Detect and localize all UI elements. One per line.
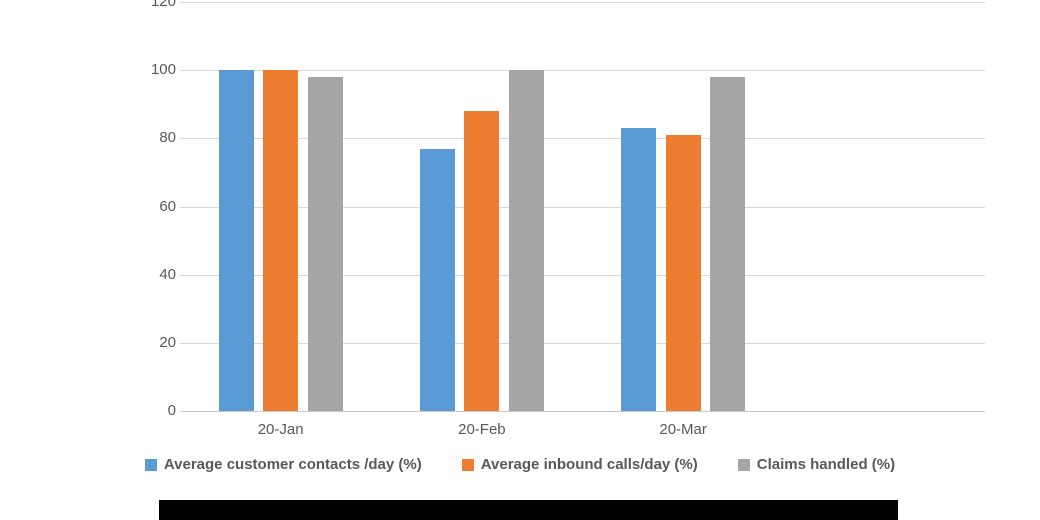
y-axis-tick-label: 0 [167, 402, 176, 419]
y-axis-tick-label: 100 [150, 61, 176, 79]
y-axis-tick-label: 40 [159, 265, 176, 283]
h-gridline [180, 138, 985, 140]
legend-swatch-icon [737, 458, 750, 471]
bar-average-customer-contacts-day-20-jan [218, 70, 254, 411]
bar-average-customer-contacts-day-20-feb [419, 148, 455, 411]
x-axis-tick-label: 20-Mar [659, 421, 707, 438]
bar-claims-handled-20-jan [307, 76, 343, 411]
h-gridline [180, 206, 985, 208]
legend-label: Claims handled (%) [756, 456, 896, 473]
y-axis-tick-label: 80 [159, 129, 176, 147]
legend-item-claims-handled: Claims handled (%) [737, 456, 896, 473]
bar-claims-handled-20-mar [710, 76, 746, 411]
legend-swatch-icon [144, 458, 157, 471]
x-axis-tick-label: 20-Feb [458, 421, 506, 438]
bar-average-customer-contacts-day-20-mar [621, 128, 657, 411]
x-axis-baseline [180, 411, 985, 412]
legend-swatch-icon [461, 458, 474, 471]
h-gridline [180, 2, 985, 3]
legend-item-average-inbound-calls-day: Average inbound calls/day (%) [461, 456, 698, 473]
h-gridline [180, 274, 985, 276]
bar-average-inbound-calls-day-20-feb [464, 111, 500, 411]
legend-item-average-customer-contacts-day: Average customer contacts /day (%) [144, 456, 422, 473]
bar-average-inbound-calls-day-20-jan [263, 70, 299, 411]
y-axis-tick-label: 60 [159, 197, 176, 215]
legend-label: Average inbound calls/day (%) [480, 456, 698, 473]
chart-legend: Average customer contacts /day (%) Averag… [0, 456, 1040, 473]
y-axis-tick-label: 120 [150, 0, 176, 10]
h-gridline [180, 342, 985, 344]
h-gridline [180, 70, 985, 72]
legend-label: Average customer contacts /day (%) [163, 456, 422, 473]
redaction-bar [159, 500, 898, 520]
x-axis-tick-label: 20-Jan [257, 421, 304, 438]
bar-claims-handled-20-feb [508, 70, 544, 411]
y-axis-tick-label: 20 [159, 333, 176, 351]
bar-average-inbound-calls-day-20-mar [665, 134, 701, 411]
